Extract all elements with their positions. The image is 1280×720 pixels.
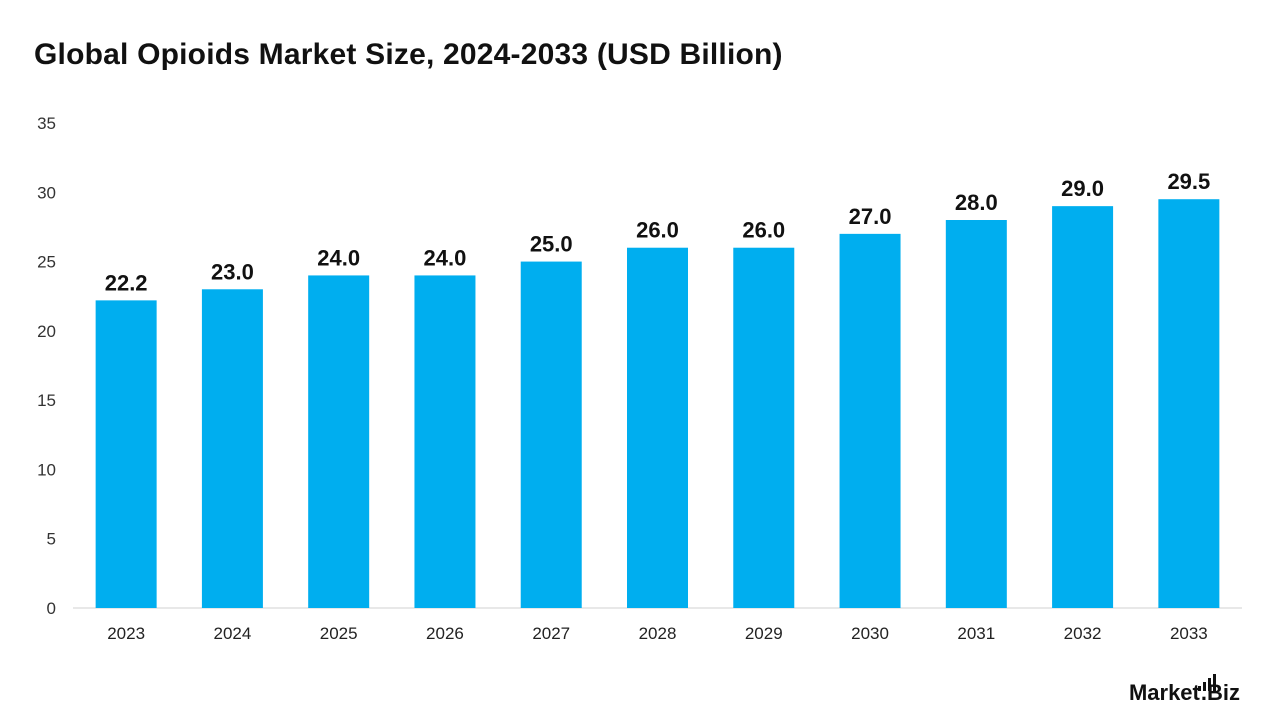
y-tick-label: 10: [37, 460, 56, 479]
y-tick-label: 25: [37, 253, 56, 272]
x-tick-label-2027: 2027: [532, 624, 570, 643]
data-label-2027: 25.0: [530, 232, 573, 257]
y-tick-label: 0: [47, 599, 56, 618]
bar-2025: [308, 275, 370, 608]
y-tick-label: 20: [37, 322, 56, 341]
x-tick-label-2028: 2028: [639, 624, 677, 643]
bar-2024: [201, 289, 263, 608]
x-tick-label-2024: 2024: [213, 624, 251, 643]
data-labels: 22.2 23.0 24.0 24.0 25.0 26.0 26.0 27.0 28.0 29.0…: [105, 169, 1211, 295]
x-tick-label-2025: 2025: [320, 624, 358, 643]
bars: [95, 199, 1220, 608]
data-label-2029: 26.0: [742, 218, 785, 243]
y-axis: 0 5 10 15 20 25 30 35: [37, 114, 56, 618]
x-tick-label-2033: 2033: [1170, 624, 1208, 643]
y-tick-label: 35: [37, 114, 56, 133]
x-axis: 2023 2024 2025 2026 2027 2028 2029 2030 2031 2032…: [73, 607, 1242, 643]
data-label-2026: 24.0: [424, 245, 467, 270]
x-tick-label-2023: 2023: [107, 624, 145, 643]
bar-2029: [733, 247, 795, 608]
data-label-2025: 24.0: [317, 245, 360, 270]
bar-2031: [945, 220, 1007, 608]
x-tick-label-2030: 2030: [851, 624, 889, 643]
y-tick-label: 5: [47, 530, 56, 549]
data-label-2023: 22.2: [105, 270, 148, 295]
logo-signal-bars-icon: [1197, 674, 1216, 691]
y-tick-label: 15: [37, 391, 56, 410]
data-label-2033: 29.5: [1167, 169, 1210, 194]
data-label-2031: 28.0: [955, 190, 998, 215]
chart-title: Global Opioids Market Size, 2024-2033 (U…: [34, 38, 783, 71]
data-label-2028: 26.0: [636, 218, 679, 243]
logo-text-suffix: .Biz: [1200, 680, 1240, 705]
marketbiz-logo: Market .Biz: [1128, 674, 1240, 706]
y-tick-label: 30: [37, 183, 56, 202]
bar-2033: [1158, 199, 1220, 608]
bar-2023: [95, 300, 157, 608]
x-tick-label-2031: 2031: [957, 624, 995, 643]
bar-2030: [839, 233, 901, 608]
x-tick-label-2032: 2032: [1064, 624, 1102, 643]
data-label-2024: 23.0: [211, 259, 254, 284]
data-label-2030: 27.0: [849, 204, 892, 229]
data-label-2032: 29.0: [1061, 176, 1104, 201]
bar-2026: [414, 275, 476, 608]
x-tick-label-2026: 2026: [426, 624, 464, 643]
bar-2027: [520, 261, 582, 608]
bar-2028: [627, 247, 688, 608]
x-tick-label-2029: 2029: [745, 624, 783, 643]
logo-text-main: Market: [1128, 680, 1200, 705]
bar-2032: [1052, 206, 1114, 608]
